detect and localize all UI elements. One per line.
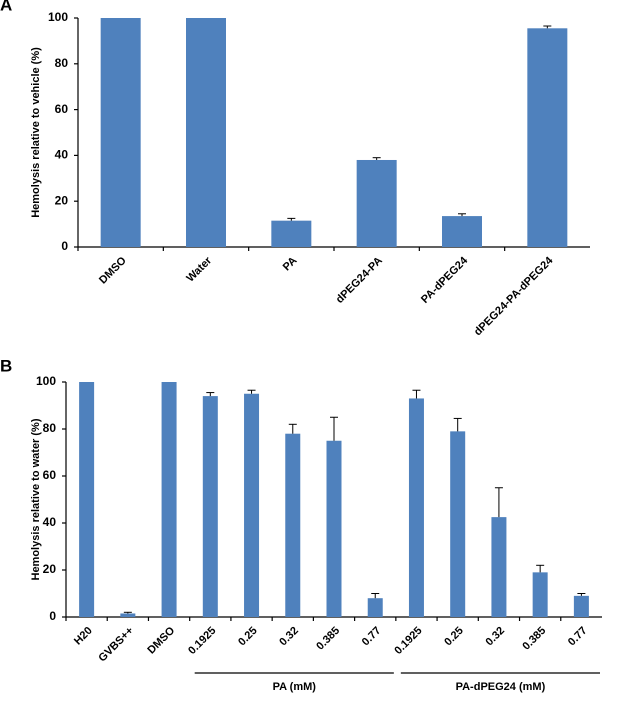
- y-tick-label: 20: [55, 193, 69, 207]
- bar: [100, 18, 141, 247]
- x-tick-label: 0.385: [520, 625, 548, 653]
- panel-label: A: [0, 0, 12, 14]
- y-axis-label: Hemolysis relative to vehicle (%): [30, 47, 42, 218]
- error-bar: [123, 611, 132, 614]
- bar: [244, 393, 260, 617]
- bar: [271, 220, 312, 247]
- error-bar: [458, 213, 466, 217]
- x-tick-label: dPEG24-PA-dPEG24: [472, 254, 556, 338]
- y-tick-label: 80: [43, 421, 57, 435]
- x-tick-label: Water: [184, 254, 214, 284]
- x-tick-label: 0.1925: [186, 625, 218, 657]
- error-bar: [206, 392, 215, 397]
- error-bar: [287, 217, 296, 221]
- bar: [527, 28, 568, 248]
- bar: [186, 18, 226, 247]
- group-label: PA (mM): [273, 681, 317, 693]
- x-tick-label: 0.385: [314, 625, 342, 653]
- bar: [202, 396, 218, 617]
- y-tick-label: 0: [49, 609, 56, 623]
- x-tick-label: 0.25: [236, 625, 260, 649]
- y-axis-label: Hemolysis relative to water (%): [30, 418, 42, 580]
- error-bar: [536, 564, 545, 573]
- bar: [408, 398, 424, 617]
- error-bar: [288, 423, 297, 434]
- error-bar: [247, 389, 256, 394]
- error-bar: [543, 25, 552, 29]
- error-bar: [494, 487, 503, 518]
- y-tick-label: 60: [43, 468, 57, 482]
- error-bar: [453, 417, 462, 432]
- error-bar: [372, 157, 381, 160]
- x-tick-label: 0.25: [442, 625, 466, 649]
- x-tick-label: 0.32: [277, 625, 301, 649]
- y-tick-label: 60: [55, 102, 69, 116]
- x-tick-label: GVBS++: [96, 625, 136, 665]
- x-tick-label: PA: [281, 255, 300, 274]
- x-tick-label: PA-dPEG24: [419, 254, 471, 306]
- bar: [367, 598, 383, 617]
- error-bar: [412, 389, 421, 399]
- bar: [573, 595, 589, 617]
- x-tick-label: 0.77: [566, 625, 590, 649]
- bar: [285, 433, 301, 617]
- x-tick-label: 0.32: [483, 625, 507, 649]
- bar: [532, 572, 548, 617]
- y-tick-label: 80: [55, 56, 69, 70]
- error-bar: [371, 593, 380, 599]
- x-tick-label: 0.1925: [392, 625, 424, 657]
- y-tick-label: 0: [61, 239, 68, 253]
- error-bar: [577, 593, 586, 596]
- x-tick-label: DMSO: [145, 624, 177, 656]
- x-tick-label: dPEG24-PA: [334, 255, 385, 306]
- y-tick-label: 100: [48, 10, 68, 24]
- y-tick-label: 40: [55, 148, 69, 162]
- panel-label: B: [0, 356, 12, 375]
- bar: [326, 440, 342, 617]
- bar: [442, 216, 482, 247]
- x-tick-label: H20: [72, 625, 95, 648]
- bar: [120, 613, 136, 617]
- group-label: PA-dPEG24 (mM): [456, 681, 546, 693]
- error-bar: [330, 416, 338, 441]
- y-tick-label: 40: [43, 515, 57, 529]
- bar: [356, 159, 397, 247]
- y-tick-label: 20: [43, 562, 57, 576]
- x-tick-label: 0.77: [360, 625, 384, 649]
- bar: [491, 517, 507, 617]
- y-tick-label: 100: [36, 374, 56, 388]
- bar: [450, 431, 466, 617]
- bar: [79, 382, 95, 617]
- bar: [161, 382, 177, 617]
- x-tick-label: DMSO: [97, 254, 129, 286]
